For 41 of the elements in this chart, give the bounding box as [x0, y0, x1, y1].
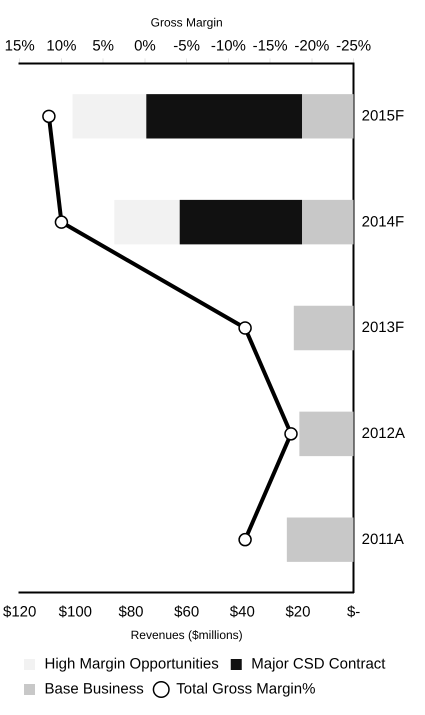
bar: [302, 94, 354, 139]
bar: [299, 412, 354, 456]
legend-label: High Margin Opportunities: [44, 656, 219, 673]
x-tick-label: $-: [346, 604, 360, 621]
x-tick-label: $100: [58, 604, 92, 621]
x-axis-title: Revenues ($millions): [130, 628, 243, 642]
y-tick-label: 2011A: [362, 530, 404, 548]
x2-tick-label: -5%: [173, 38, 200, 55]
x2-tick-label: 0%: [134, 38, 156, 55]
bar: [180, 200, 302, 244]
x-tick-label: $60: [174, 604, 200, 621]
point: [238, 532, 252, 546]
legend-label: Base Business: [44, 680, 144, 698]
point: [238, 321, 252, 335]
point: [42, 110, 56, 124]
bar: [114, 200, 180, 244]
x2-tick-label: 10%: [46, 38, 76, 55]
x-tick-label: $120: [2, 604, 36, 621]
x-tick-label: $80: [118, 604, 144, 621]
x2-tick-label: -15%: [252, 38, 288, 55]
y-tick-label: 2012A: [362, 424, 405, 442]
bar: [286, 517, 354, 562]
x2-tick-label: 15%: [4, 38, 35, 55]
x2-tick-label: -20%: [294, 38, 330, 55]
x2-tick-label: -25%: [336, 38, 372, 55]
bar: [146, 94, 302, 139]
x2-tick-label: -10%: [210, 38, 246, 55]
bar: [302, 200, 354, 244]
legend-label: Total Gross Margin%: [176, 680, 316, 698]
point: [54, 215, 68, 229]
x2-tick-label: 5%: [92, 38, 114, 55]
x-tick-label: $40: [230, 604, 255, 621]
legend-label: Major CSD Contract: [251, 656, 386, 673]
bar: [72, 94, 146, 139]
bar: [294, 306, 354, 350]
y-tick-label: 2015F: [362, 107, 404, 124]
y-tick-label: 2014F: [362, 213, 404, 230]
x2-axis-title: Gross Margin: [150, 16, 223, 30]
y-tick-label: 2013F: [362, 319, 404, 336]
x-tick-label: $20: [285, 604, 310, 621]
point: [284, 427, 298, 441]
